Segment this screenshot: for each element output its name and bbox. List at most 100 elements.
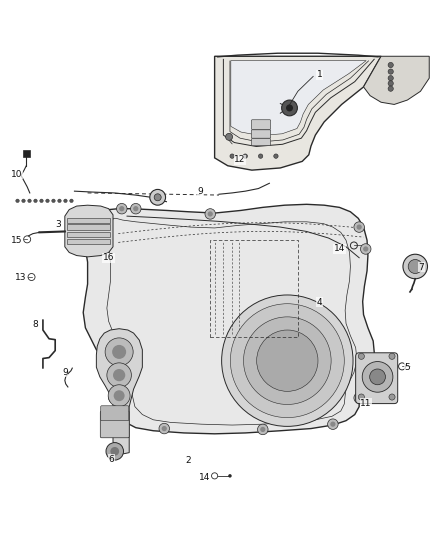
FancyBboxPatch shape <box>251 130 271 138</box>
FancyBboxPatch shape <box>67 224 110 230</box>
Text: 1: 1 <box>317 70 323 79</box>
Text: 11: 11 <box>360 399 372 408</box>
Circle shape <box>113 369 125 381</box>
Circle shape <box>258 424 268 435</box>
Text: 2: 2 <box>186 456 191 465</box>
Circle shape <box>46 199 49 203</box>
Text: 13: 13 <box>15 273 27 282</box>
Circle shape <box>16 199 19 203</box>
Circle shape <box>403 254 427 279</box>
Circle shape <box>363 246 368 252</box>
Text: 14: 14 <box>334 245 345 254</box>
Circle shape <box>354 393 364 403</box>
FancyBboxPatch shape <box>67 239 110 244</box>
Circle shape <box>110 447 119 456</box>
Circle shape <box>208 211 213 216</box>
Circle shape <box>22 199 25 203</box>
Circle shape <box>243 154 247 158</box>
Text: 12: 12 <box>234 155 246 164</box>
Circle shape <box>93 209 104 220</box>
Circle shape <box>389 353 395 359</box>
Circle shape <box>226 133 233 140</box>
Circle shape <box>119 206 124 211</box>
FancyBboxPatch shape <box>101 406 129 421</box>
Circle shape <box>388 76 393 81</box>
Circle shape <box>150 189 166 205</box>
Circle shape <box>388 86 393 91</box>
FancyBboxPatch shape <box>100 411 129 438</box>
Circle shape <box>162 426 167 431</box>
Circle shape <box>274 154 278 158</box>
Polygon shape <box>83 204 374 434</box>
Circle shape <box>133 206 138 211</box>
FancyBboxPatch shape <box>251 139 271 146</box>
Circle shape <box>112 345 126 359</box>
Circle shape <box>358 394 364 400</box>
Text: 5: 5 <box>404 363 410 372</box>
Circle shape <box>282 100 297 116</box>
Circle shape <box>330 422 336 427</box>
Circle shape <box>40 199 43 203</box>
Circle shape <box>111 395 117 400</box>
Text: 9: 9 <box>198 187 204 196</box>
Circle shape <box>131 204 141 214</box>
Circle shape <box>159 423 170 434</box>
Text: 4: 4 <box>317 298 322 307</box>
Circle shape <box>52 199 55 203</box>
Circle shape <box>244 317 331 405</box>
Text: 10: 10 <box>11 170 22 179</box>
Circle shape <box>205 209 215 219</box>
Circle shape <box>106 442 124 460</box>
Circle shape <box>222 295 353 426</box>
Circle shape <box>328 419 338 430</box>
Text: 7: 7 <box>418 263 424 272</box>
Circle shape <box>286 104 293 111</box>
Circle shape <box>258 154 263 158</box>
Circle shape <box>58 199 61 203</box>
Circle shape <box>230 304 344 418</box>
Polygon shape <box>65 205 113 257</box>
Circle shape <box>388 62 393 68</box>
FancyBboxPatch shape <box>251 120 271 130</box>
Text: 16: 16 <box>103 253 114 262</box>
Circle shape <box>388 69 393 74</box>
Circle shape <box>257 330 318 391</box>
Circle shape <box>370 369 385 385</box>
FancyBboxPatch shape <box>67 218 110 223</box>
Polygon shape <box>215 56 381 170</box>
Circle shape <box>105 338 133 366</box>
Text: 14: 14 <box>199 473 211 482</box>
Polygon shape <box>231 61 366 135</box>
Circle shape <box>64 199 67 203</box>
Circle shape <box>389 394 395 400</box>
Circle shape <box>228 474 232 478</box>
Circle shape <box>114 390 124 401</box>
Circle shape <box>117 204 127 214</box>
Text: 9: 9 <box>62 368 68 377</box>
FancyBboxPatch shape <box>356 353 398 403</box>
Circle shape <box>154 194 161 201</box>
Polygon shape <box>96 329 142 454</box>
Circle shape <box>358 353 364 359</box>
Circle shape <box>230 154 234 158</box>
Text: 6: 6 <box>109 455 115 464</box>
Circle shape <box>357 224 362 230</box>
Circle shape <box>96 212 101 217</box>
Text: 15: 15 <box>11 236 22 245</box>
Circle shape <box>109 393 119 403</box>
Circle shape <box>357 395 362 400</box>
FancyBboxPatch shape <box>67 232 110 237</box>
Text: 3: 3 <box>55 220 61 229</box>
Circle shape <box>108 385 130 407</box>
Circle shape <box>28 199 31 203</box>
Circle shape <box>354 222 364 232</box>
Circle shape <box>388 81 393 86</box>
Circle shape <box>34 199 37 203</box>
FancyBboxPatch shape <box>23 150 30 157</box>
Circle shape <box>408 260 422 273</box>
Circle shape <box>107 363 131 387</box>
Circle shape <box>360 244 371 254</box>
Circle shape <box>260 427 265 432</box>
Circle shape <box>362 361 393 392</box>
Text: 8: 8 <box>32 320 38 329</box>
